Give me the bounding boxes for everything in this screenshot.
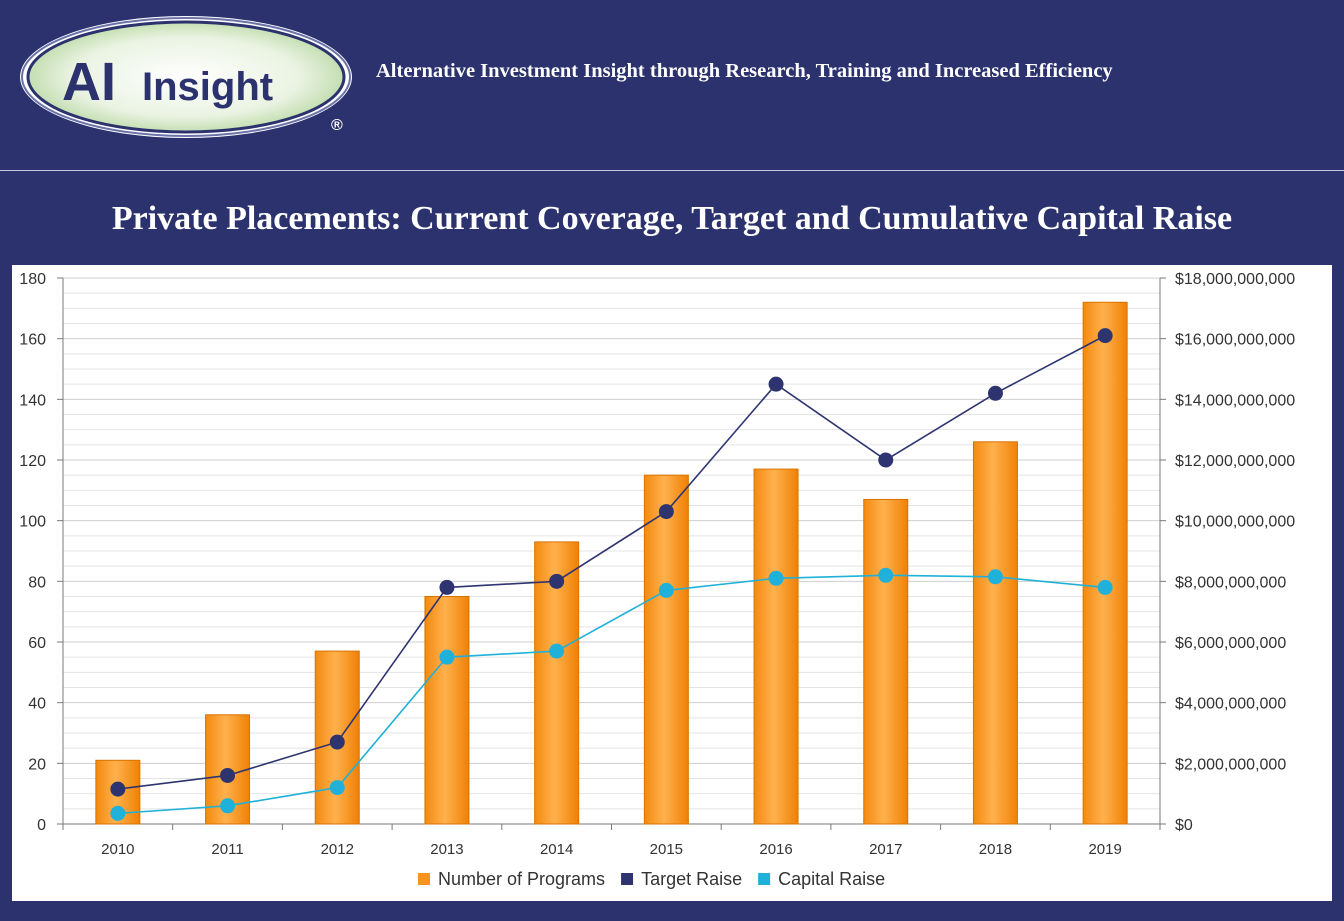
page-title: Private Placements: Current Coverage, Ta… [111, 200, 1233, 237]
x-tick-label: 2013 [430, 841, 463, 858]
capital-raise-point [329, 780, 345, 796]
right-tick-label: $2,000,000,000 [1175, 756, 1286, 773]
bar-number-of-programs [1082, 301, 1128, 825]
x-tick-label: 2010 [101, 841, 134, 858]
svg-text:AI: AI [62, 52, 116, 112]
bar-number-of-programs [643, 474, 689, 825]
header-divider [0, 170, 1344, 171]
bar-number-of-programs [863, 498, 909, 825]
capital-raise-point [658, 582, 674, 598]
legend-target-raise-swatch [621, 873, 634, 885]
capital-raise-point [220, 798, 236, 814]
target-raise-point [878, 452, 894, 468]
target-raise-point [987, 385, 1003, 401]
capital-raise-point [110, 805, 126, 821]
left-tick-label: 140 [19, 392, 46, 409]
right-tick-label: $8,000,000,000 [1175, 574, 1286, 591]
right-tick-label: $12,000,000,000 [1175, 453, 1295, 470]
bar-number-of-programs [534, 541, 580, 825]
left-tick-label: 60 [28, 635, 46, 652]
capital-raise-line [117, 574, 1106, 815]
right-tick-label: $0 [1175, 817, 1193, 834]
target-raise-point [110, 781, 126, 797]
bar-number-of-programs [753, 468, 799, 825]
left-tick-label: 160 [19, 332, 46, 349]
left-tick-label: 180 [19, 271, 46, 288]
left-tick-label: 40 [28, 696, 46, 713]
x-tick-label: 2012 [321, 841, 354, 858]
target-raise-point [329, 734, 345, 750]
legend-number-of-programs-swatch [418, 873, 430, 885]
chart-panel: 0 20 40 60 80 100 120 140 160 180 $0 $2,000,000,000… [12, 265, 1332, 901]
right-tick-label: $14,000,000,000 [1175, 392, 1295, 409]
legend-capital-raise-label: Capital Raise [778, 869, 885, 889]
x-tick-label: 2017 [869, 841, 902, 858]
ai-insight-logo: AI Insight ® [20, 16, 352, 138]
target-raise-point [1097, 328, 1113, 344]
left-tick-label: 100 [19, 514, 46, 531]
legend-capital-raise-swatch [758, 873, 771, 885]
target-raise-point [768, 376, 784, 392]
capital-raise-point [987, 569, 1003, 585]
left-tick-label: 80 [28, 574, 46, 591]
x-tick-label: 2016 [759, 841, 792, 858]
right-tick-label: $4,000,000,000 [1175, 696, 1286, 713]
left-tick-label: 120 [19, 453, 46, 470]
x-tick-label: 2019 [1088, 841, 1121, 858]
tagline: Alternative Investment Insight through R… [376, 60, 1113, 82]
right-tick-label: $10,000,000,000 [1175, 514, 1295, 531]
x-tick-label: 2011 [211, 841, 243, 858]
right-tick-label: $16,000,000,000 [1175, 332, 1295, 349]
x-tick-label: 2014 [540, 841, 573, 858]
x-tick-label: 2015 [650, 841, 683, 858]
target-raise-point [549, 573, 565, 589]
svg-text:®: ® [331, 117, 343, 134]
legend-target-raise-label: Target Raise [641, 869, 742, 889]
right-tick-label: $6,000,000,000 [1175, 635, 1286, 652]
target-raise-point [220, 767, 236, 783]
right-tick-label: $18,000,000,000 [1175, 271, 1295, 288]
target-raise-point [658, 504, 674, 520]
left-tick-label: 20 [28, 756, 46, 773]
svg-text:Insight: Insight [142, 65, 273, 109]
target-raise-line [117, 334, 1106, 790]
header: AI Insight ® Alternative Investment Insi… [0, 0, 1344, 168]
target-raise-point [439, 579, 455, 595]
capital-raise-point [878, 567, 894, 583]
bar-number-of-programs [972, 441, 1018, 825]
left-tick-label: 0 [37, 817, 46, 834]
legend-number-of-programs-label: Number of Programs [438, 869, 605, 889]
combo-chart: 0 20 40 60 80 100 120 140 160 180 $0 $2,000,000,000… [19, 271, 1295, 889]
capital-raise-point [768, 570, 784, 586]
x-tick-label: 2018 [979, 841, 1012, 858]
capital-raise-point [439, 649, 455, 665]
capital-raise-point [549, 643, 565, 659]
bar-number-of-programs [424, 596, 470, 825]
capital-raise-point [1097, 579, 1113, 595]
